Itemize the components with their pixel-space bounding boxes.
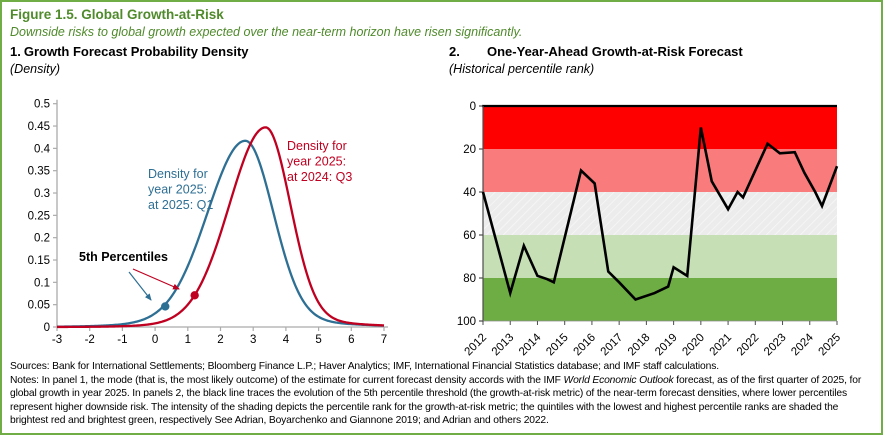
svg-text:4: 4 <box>283 334 290 346</box>
svg-text:100: 100 <box>457 316 476 328</box>
panel1-title: 1. Growth Forecast Probability Density <box>10 44 249 59</box>
panel2-title-text: One-Year-Ahead Growth-at-Risk Forecast <box>487 44 743 59</box>
panel2-title: 2. One-Year-Ahead Growth-at-Risk Forecast <box>449 44 743 59</box>
svg-text:-1: -1 <box>117 334 127 346</box>
panel1-title-text: Growth Forecast Probability Density <box>23 44 249 59</box>
svg-text:0.5: 0.5 <box>34 99 50 111</box>
svg-text:-3: -3 <box>52 334 62 346</box>
svg-text:Density for: Density for <box>148 167 208 181</box>
svg-text:0.45: 0.45 <box>28 121 50 133</box>
svg-text:3: 3 <box>250 334 256 346</box>
svg-text:0: 0 <box>470 101 476 113</box>
svg-text:20: 20 <box>463 144 476 156</box>
svg-text:Density for: Density for <box>287 139 347 153</box>
svg-text:year 2025:: year 2025: <box>287 155 346 169</box>
svg-text:0.2: 0.2 <box>34 233 50 245</box>
band-80-100 <box>483 278 837 321</box>
svg-text:40: 40 <box>463 187 476 199</box>
panel2-unit: (Historical percentile rank) <box>449 62 595 76</box>
svg-text:2015: 2015 <box>544 332 571 357</box>
svg-text:2022: 2022 <box>735 332 762 357</box>
panel1-number: 1. <box>10 44 21 59</box>
svg-text:0.1: 0.1 <box>34 277 50 289</box>
density-chart: 0.50.450.40.350.30.250.20.150.10.050-3 -2… <box>28 99 388 346</box>
svg-text:0: 0 <box>44 322 50 334</box>
svg-text:-2: -2 <box>85 334 95 346</box>
svg-text:2020: 2020 <box>680 332 707 357</box>
svg-text:0.35: 0.35 <box>28 166 50 178</box>
svg-text:5th Percentiles: 5th Percentiles <box>79 250 168 264</box>
svg-text:5: 5 <box>315 334 321 346</box>
svg-text:0.4: 0.4 <box>34 143 51 155</box>
arrow-to-blue-dot <box>128 271 152 301</box>
sources-line: Sources: Bank for International Settleme… <box>10 361 719 372</box>
svg-text:2025: 2025 <box>817 332 844 357</box>
svg-text:6: 6 <box>348 334 354 346</box>
gar-chart: 0 20 40 60 80 100 2012 2013 2014 2015 2016 2017 2018… <box>457 101 844 357</box>
figure-subtitle: Downside risks to global growth expected… <box>10 25 523 39</box>
svg-text:0.05: 0.05 <box>28 300 50 312</box>
svg-text:0: 0 <box>152 334 158 346</box>
percentile5-dot-blue <box>161 302 170 311</box>
svg-text:2012: 2012 <box>463 332 490 357</box>
band-60-80 <box>483 235 837 278</box>
quintile-bands <box>483 106 837 321</box>
panel1-unit: (Density) <box>10 62 61 76</box>
svg-text:60: 60 <box>463 230 476 242</box>
svg-text:2023: 2023 <box>762 332 789 357</box>
percentiles-annotation: 5th Percentiles <box>79 250 180 301</box>
svg-text:0.25: 0.25 <box>28 210 50 222</box>
svg-text:0.3: 0.3 <box>34 188 50 200</box>
figure-footnotes: Sources: Bank for International Settleme… <box>10 360 876 428</box>
svg-text:at 2024: Q3: at 2024: Q3 <box>287 170 352 184</box>
gar-5th-percentile-line <box>481 127 839 301</box>
svg-text:0.15: 0.15 <box>28 255 50 267</box>
svg-text:2018: 2018 <box>626 332 653 357</box>
notes-line: Notes: In panel 1, the mode (that is, th… <box>10 374 862 427</box>
density-curve-2024q3 <box>57 126 385 329</box>
svg-text:80: 80 <box>463 273 476 285</box>
band-20-40 <box>483 149 837 192</box>
svg-text:2017: 2017 <box>599 332 626 357</box>
band-0-20 <box>483 106 837 149</box>
svg-text:2016: 2016 <box>571 332 598 357</box>
arrow-to-red-dot <box>132 268 180 290</box>
svg-text:7: 7 <box>381 334 387 346</box>
svg-text:at 2025: Q1: at 2025: Q1 <box>148 198 213 212</box>
svg-text:2: 2 <box>217 334 223 346</box>
figure-title: Figure 1.5. Global Growth-at-Risk <box>10 7 224 22</box>
svg-text:2021: 2021 <box>708 332 735 357</box>
svg-text:1: 1 <box>185 334 191 346</box>
svg-text:2013: 2013 <box>490 332 517 357</box>
panel2-number: 2. <box>449 44 460 59</box>
svg-text:year 2025:: year 2025: <box>148 183 207 197</box>
density-axes: 0.50.450.40.350.30.250.20.150.10.050-3 -2… <box>28 99 388 346</box>
svg-text:2019: 2019 <box>653 332 680 357</box>
svg-text:2024: 2024 <box>789 331 816 357</box>
density-curve-2025q1 <box>56 139 385 328</box>
percentile5-dot-red <box>190 291 199 300</box>
svg-text:2014: 2014 <box>517 331 544 357</box>
